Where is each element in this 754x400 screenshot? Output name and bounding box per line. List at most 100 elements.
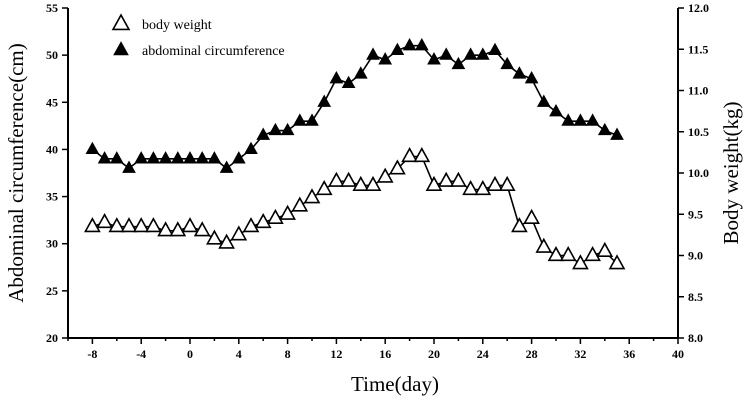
data-point: [523, 208, 540, 224]
x-tick-label: 28: [526, 347, 538, 361]
y-left-tick-label: 50: [46, 48, 58, 62]
x-tick-label: 32: [574, 347, 586, 361]
data-point: [317, 94, 332, 107]
y-left-tick-label: 35: [46, 190, 58, 204]
legend-label: body weight: [142, 18, 212, 33]
y-left-tick-label: 40: [46, 142, 58, 156]
data-point: [84, 217, 101, 233]
data-point: [329, 70, 344, 84]
data-point: [498, 175, 516, 191]
series-abdominal-circumference: [85, 37, 624, 173]
data-point: [536, 94, 551, 107]
series-body-weight: [84, 147, 626, 270]
data-point: [475, 47, 490, 60]
data-point: [219, 160, 234, 173]
data-point: [376, 167, 394, 183]
x-tick-label: 40: [672, 347, 684, 361]
data-point: [414, 37, 429, 51]
data-point: [585, 113, 600, 126]
data-point: [108, 217, 126, 233]
data-point: [132, 217, 150, 233]
legend-marker: [113, 41, 129, 56]
x-tick-label: 24: [477, 347, 489, 361]
data-point: [463, 47, 478, 60]
y-axis-right-title: Body weight(kg): [719, 102, 743, 245]
data-point: [549, 103, 563, 117]
data-point: [230, 225, 248, 241]
data-point: [439, 47, 454, 60]
y-left-tick-label: 45: [46, 95, 58, 109]
x-tick-label: 8: [285, 347, 291, 361]
x-tick-label: 20: [428, 347, 440, 361]
data-point: [96, 213, 113, 229]
data-point: [413, 147, 431, 163]
data-point: [486, 175, 504, 191]
data-point: [524, 70, 539, 84]
data-point: [364, 175, 382, 191]
y-left-tick-label: 20: [46, 331, 58, 345]
data-point: [352, 175, 370, 191]
data-point: [474, 180, 492, 196]
data-point: [158, 151, 173, 164]
data-point: [181, 217, 199, 233]
y-right-tick-label: 8.0: [688, 331, 703, 345]
x-tick-label: 4: [236, 347, 242, 361]
data-point: [244, 141, 258, 155]
data-point: [572, 254, 589, 270]
data-point: [597, 122, 612, 136]
data-point: [120, 217, 138, 233]
data-point: [218, 233, 235, 249]
data-point: [157, 221, 174, 237]
data-point: [109, 151, 124, 164]
x-tick-label: 0: [187, 347, 193, 361]
data-point: [256, 127, 271, 140]
data-point: [561, 113, 576, 126]
data-point: [547, 246, 565, 262]
x-tick-label: -4: [136, 347, 146, 361]
data-point: [145, 217, 162, 233]
data-point: [462, 180, 479, 196]
data-point: [401, 147, 418, 163]
data-point: [353, 66, 368, 79]
y-right-tick-label: 8.5: [688, 290, 703, 304]
data-point: [610, 127, 624, 140]
legend: body weight abdominal circumference: [111, 13, 285, 59]
y-right-tick-label: 9.5: [688, 207, 703, 221]
data-point: [193, 221, 211, 237]
data-point: [303, 188, 321, 204]
data-point: [584, 246, 601, 262]
data-point: [122, 160, 136, 173]
data-point: [207, 151, 222, 164]
series-line: [92, 155, 618, 265]
data-point: [512, 66, 527, 79]
data-point: [500, 56, 515, 70]
data-point: [169, 221, 187, 237]
data-point: [134, 151, 149, 164]
data-point: [450, 171, 467, 187]
data-point: [559, 246, 577, 262]
data-point: [535, 237, 553, 253]
y-right-tick-label: 12.0: [688, 1, 709, 15]
data-point: [268, 122, 283, 136]
data-point: [437, 171, 455, 187]
y-right-tick-label: 10.0: [688, 166, 709, 180]
series-line: [91, 44, 618, 170]
data-point: [390, 42, 405, 56]
data-point: [292, 113, 307, 126]
data-point: [389, 159, 406, 175]
data-point: [488, 42, 502, 56]
y-right-tick-label: 11.0: [688, 84, 708, 98]
y-axis-left-title: Abdominal circumference(cm): [4, 43, 28, 302]
x-tick-label: 16: [379, 347, 391, 361]
data-point: [291, 196, 309, 212]
data-point: [427, 52, 441, 65]
axes: -8 -4 0 4 8 12 16 20 24 28 32 36 40 20 25 30 35 40 45 50 55 8…: [46, 1, 709, 361]
data-point: [183, 151, 197, 164]
y-right-tick-label: 11.5: [688, 42, 708, 56]
y-right-tick-label: 10.5: [688, 125, 709, 139]
data-point: [231, 151, 246, 164]
data-point: [242, 217, 260, 233]
data-point: [146, 151, 161, 164]
